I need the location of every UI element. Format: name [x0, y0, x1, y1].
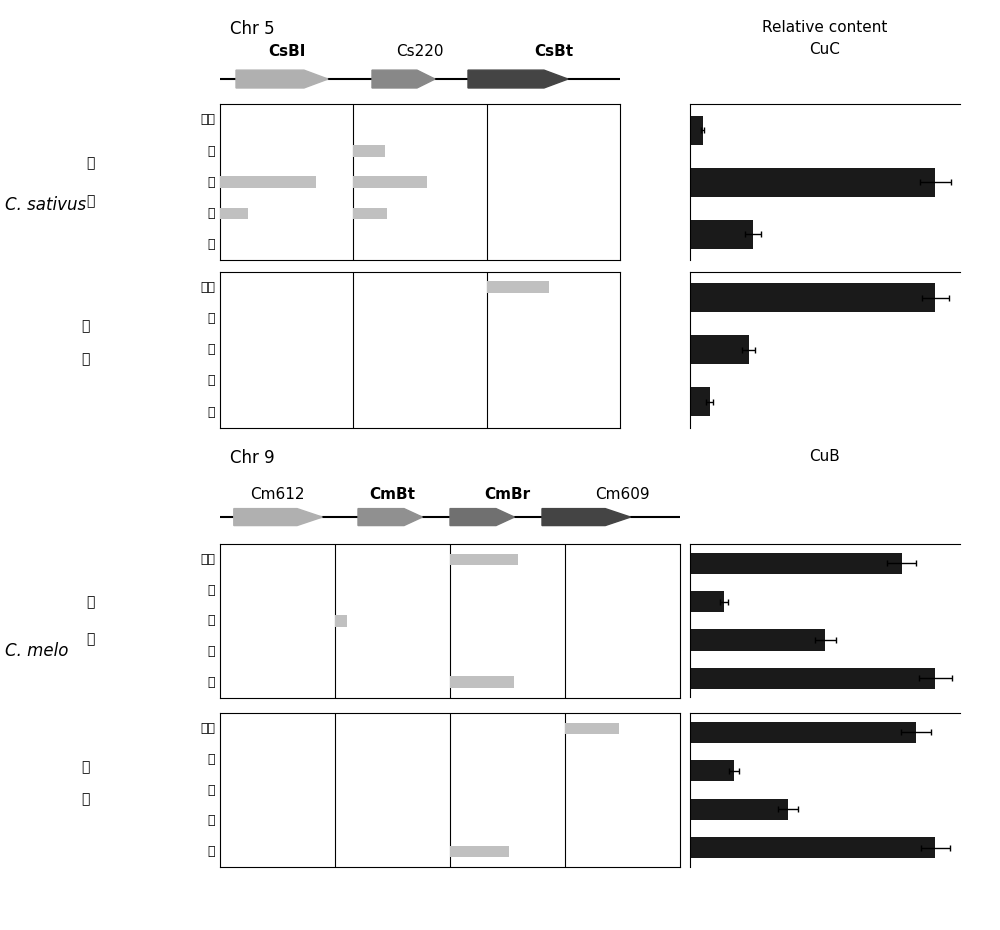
FancyArrow shape: [372, 70, 435, 88]
Text: 子: 子: [208, 312, 215, 325]
Text: 叶: 叶: [208, 176, 215, 189]
Text: Cm612: Cm612: [250, 487, 305, 502]
Text: 茎: 茎: [208, 375, 215, 388]
Text: 根: 根: [208, 238, 215, 251]
Bar: [690, 116, 703, 144]
FancyArrow shape: [358, 509, 422, 525]
Text: 子: 子: [208, 584, 215, 596]
Bar: [487, 281, 549, 293]
Text: 根: 根: [208, 845, 215, 857]
Text: 叶: 叶: [208, 615, 215, 627]
Text: C. melo: C. melo: [5, 642, 68, 660]
Bar: [690, 630, 825, 650]
Bar: [690, 799, 788, 819]
Text: 栽: 栽: [86, 595, 94, 609]
Text: 培: 培: [86, 632, 94, 646]
Bar: [220, 177, 316, 188]
Bar: [690, 722, 916, 743]
Text: 培: 培: [86, 193, 94, 208]
Text: 生: 生: [81, 352, 89, 366]
Bar: [450, 676, 514, 688]
Text: 栽: 栽: [86, 156, 94, 171]
Text: 生: 生: [81, 792, 89, 806]
FancyArrow shape: [468, 70, 568, 88]
Bar: [353, 207, 387, 219]
Text: CsBI: CsBI: [268, 44, 305, 59]
Text: Relative content: Relative content: [762, 20, 888, 35]
Text: 茎: 茎: [208, 645, 215, 658]
Text: 野: 野: [81, 760, 89, 774]
Bar: [450, 845, 509, 857]
FancyArrow shape: [234, 509, 322, 525]
Text: 子: 子: [208, 144, 215, 157]
Bar: [690, 336, 749, 364]
Bar: [450, 553, 518, 565]
Bar: [220, 207, 248, 219]
Bar: [690, 668, 935, 689]
Text: C. sativus: C. sativus: [5, 195, 86, 214]
FancyArrow shape: [236, 70, 328, 88]
Bar: [353, 145, 385, 157]
Text: 子: 子: [208, 753, 215, 765]
Bar: [565, 723, 619, 735]
Text: 茎: 茎: [208, 207, 215, 220]
Text: CsBt: CsBt: [534, 44, 573, 59]
Text: CmBr: CmBr: [484, 487, 531, 502]
Bar: [690, 168, 935, 196]
Text: 叶: 叶: [208, 784, 215, 796]
FancyArrow shape: [450, 509, 514, 525]
Text: 茎: 茎: [208, 815, 215, 827]
Text: Cs220: Cs220: [396, 44, 444, 59]
Bar: [690, 552, 902, 574]
Text: Chr 5: Chr 5: [230, 20, 275, 38]
Text: CuC: CuC: [810, 42, 840, 57]
Bar: [690, 220, 753, 248]
Text: CmBt: CmBt: [370, 487, 416, 502]
Bar: [690, 284, 935, 312]
Bar: [690, 591, 724, 612]
Text: 根: 根: [208, 405, 215, 419]
Text: Cm609: Cm609: [595, 487, 650, 502]
Text: 叶: 叶: [208, 343, 215, 356]
Bar: [335, 615, 347, 627]
Text: 果实: 果实: [200, 553, 215, 565]
Text: CuB: CuB: [810, 449, 840, 464]
Text: 根: 根: [208, 676, 215, 688]
Text: 果实: 果实: [200, 113, 215, 126]
Text: 野: 野: [81, 319, 89, 334]
Text: Chr 9: Chr 9: [230, 449, 275, 467]
Bar: [690, 388, 710, 416]
FancyArrow shape: [542, 509, 631, 525]
Text: 果实: 果实: [200, 723, 215, 735]
Bar: [690, 761, 734, 781]
Bar: [353, 177, 427, 188]
Text: 果实: 果实: [200, 281, 215, 294]
Bar: [690, 837, 935, 858]
